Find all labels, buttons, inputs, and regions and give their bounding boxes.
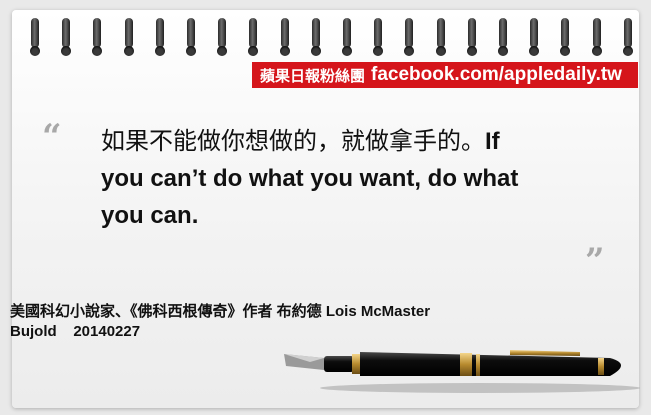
binding-ring-icon [61,18,72,56]
binding-ring-icon [591,18,602,56]
binding-ring-icon [217,18,228,56]
binding-ring-icon [186,18,196,56]
attribution: 美國科幻小說家、《佛科西根傳奇》作者 布約德 Lois McMaster Buj… [10,302,570,342]
binding-ring-icon [342,18,352,56]
binding-ring-icon [373,18,384,56]
close-quote-icon: ” [585,241,605,281]
binding-ring-icon [248,18,259,56]
binding-ring-icon [123,18,134,56]
quote-english: If you can’t do what you want, do what y… [101,128,519,229]
binding-ring-icon [560,18,571,56]
binding-ring-icon [30,18,40,56]
fanpage-label: 蘋果日報粉絲團 [260,66,366,85]
binding-ring-icon [154,18,165,56]
binding-ring-icon [435,18,446,56]
facebook-banner[interactable]: 蘋果日報粉絲團 facebook.com/appledaily.tw [252,62,638,88]
binding-ring-icon [279,18,290,56]
binding-ring-icon [622,18,633,56]
binding-ring-icon [498,18,508,56]
fountain-pen-icon [284,350,640,393]
binding-ring-icon [310,18,321,56]
binding-ring-icon [529,18,540,56]
attribution-line-1: 美國科幻小說家、《佛科西根傳奇》作者 布約德 Lois McMaster [10,303,431,320]
binding-ring-icon [404,18,415,56]
open-quote-icon: “ [42,117,62,157]
quote-text: 如果不能做你想做的，就做拿手的。If you can’t do what you… [101,123,541,234]
facebook-url[interactable]: facebook.com/appledaily.tw [371,64,622,85]
binding-ring-icon [466,18,477,56]
attribution-line-2: Bujold 20140227 [10,323,141,340]
binding-ring-icon [92,18,103,56]
quote-chinese: 如果不能做你想做的，就做拿手的。 [101,127,485,155]
